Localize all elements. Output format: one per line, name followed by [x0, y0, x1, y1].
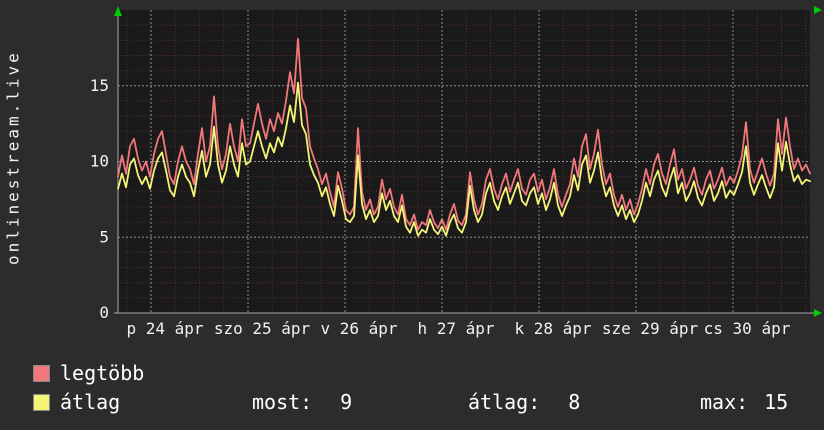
- stat-atlag-label: átlag:: [468, 390, 541, 414]
- legtobb-label: legtöbb: [60, 361, 145, 385]
- svg-text:15: 15: [90, 76, 109, 95]
- stat-most-value: 9: [340, 390, 353, 414]
- stat-most: most: 9: [252, 392, 352, 412]
- svg-text:v 26 ápr: v 26 ápr: [320, 319, 397, 338]
- svg-text:sze 29 ápr: sze 29 ápr: [602, 319, 699, 338]
- svg-text:cs 30 ápr: cs 30 ápr: [704, 319, 791, 338]
- legtobb-swatch-icon: [33, 364, 50, 382]
- atlag-label: átlag: [60, 390, 121, 414]
- stat-atlag: átlag: 8: [468, 392, 580, 412]
- svg-text:p 24 ápr: p 24 ápr: [126, 319, 203, 338]
- svg-text:0: 0: [99, 303, 109, 322]
- stat-max: max: 15: [700, 392, 788, 412]
- svg-text:h 27 ápr: h 27 ápr: [417, 319, 494, 338]
- svg-text:k 28 ápr: k 28 ápr: [514, 319, 591, 338]
- svg-text:10: 10: [90, 152, 109, 171]
- stat-max-value: 15: [764, 390, 789, 414]
- stat-max-label: max:: [700, 390, 749, 414]
- stat-atlag-value: 8: [568, 390, 581, 414]
- atlag-swatch-icon: [33, 393, 50, 411]
- legend-item-legtobb: legtöbb: [33, 363, 144, 383]
- legend-item-atlag: átlag: [33, 392, 120, 412]
- stat-most-label: most:: [252, 390, 313, 414]
- svg-text:5: 5: [99, 227, 109, 246]
- svg-text:szo 25 ápr: szo 25 ápr: [214, 319, 311, 338]
